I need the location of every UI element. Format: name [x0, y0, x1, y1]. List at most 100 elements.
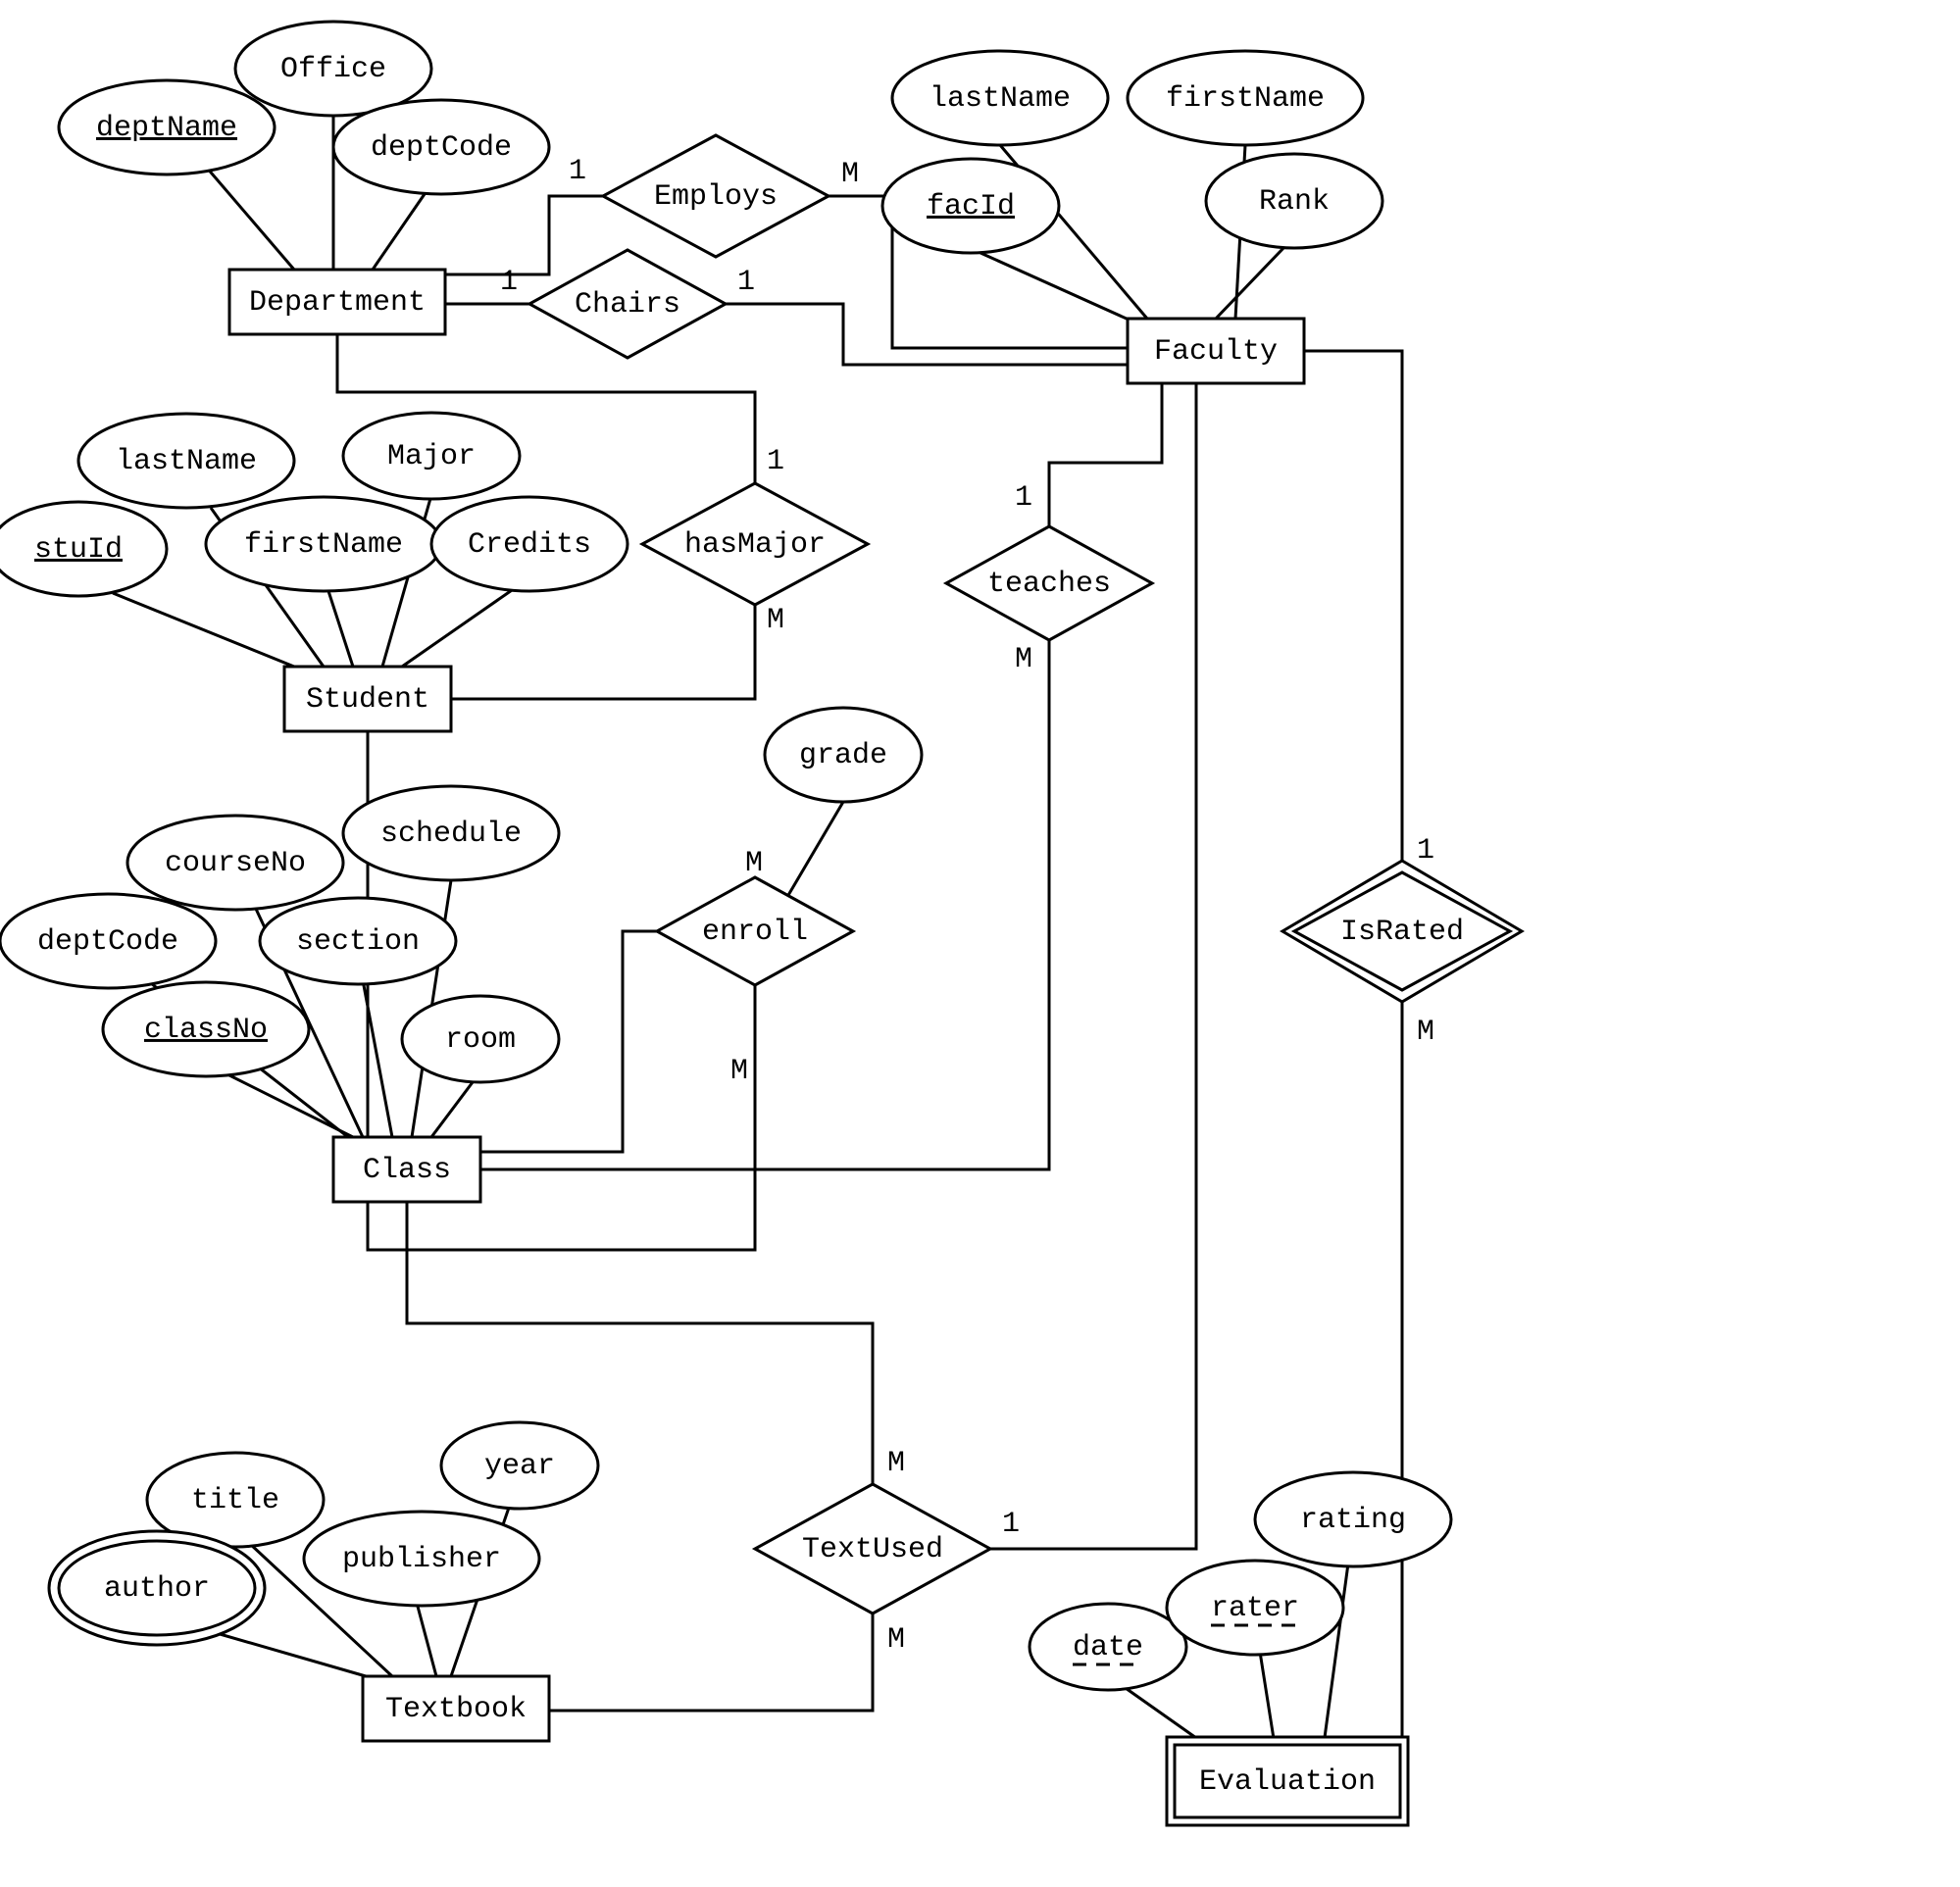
card-Department-Chairs: 1	[500, 266, 518, 299]
svg-text:Chairs: Chairs	[575, 288, 680, 322]
card-Student-enroll: M	[730, 1055, 748, 1088]
svg-text:stuId: stuId	[34, 533, 123, 567]
svg-text:Class: Class	[363, 1154, 451, 1187]
attr-Student-Major: Major	[343, 413, 520, 499]
edge-hasMajor-Student	[451, 605, 755, 699]
svg-text:IsRated: IsRated	[1340, 916, 1464, 949]
attr-Class-room: room	[402, 996, 559, 1082]
attr-Faculty-facId: facId	[882, 159, 1059, 253]
svg-text:schedule: schedule	[380, 818, 522, 851]
svg-text:rating: rating	[1300, 1504, 1406, 1537]
relationships: Employs Chairs hasMajor teaches enroll TextUs…	[529, 135, 1522, 1614]
entity-Department: Department	[229, 270, 445, 334]
svg-text:TextUsed: TextUsed	[802, 1533, 943, 1566]
svg-text:section: section	[296, 925, 420, 959]
svg-text:enroll: enroll	[702, 916, 808, 949]
attr-Faculty-firstName: firstName	[1128, 51, 1363, 145]
edge-IsRated-Evaluation	[1400, 990, 1402, 1776]
card-Employs-Faculty: M	[841, 158, 859, 191]
card-IsRated-Evaluation: M	[1417, 1016, 1434, 1049]
attr-Department-Office: Office	[235, 22, 431, 116]
svg-text:Employs: Employs	[654, 180, 778, 214]
svg-text:deptCode: deptCode	[371, 131, 512, 165]
card-teaches-Class: M	[1015, 643, 1032, 676]
svg-text:Textbook: Textbook	[385, 1693, 527, 1726]
svg-text:author: author	[104, 1572, 210, 1606]
attr-Student-firstName: firstName	[206, 497, 441, 591]
card-Faculty-IsRated: 1	[1417, 834, 1434, 868]
attr-Class-courseNo: courseNo	[127, 816, 343, 910]
attr-Evaluation-date: date	[1030, 1604, 1186, 1690]
edge-TextUsed-Textbook	[549, 1614, 873, 1711]
attr-Textbook-year: year	[441, 1422, 598, 1509]
svg-text:courseNo: courseNo	[165, 847, 306, 880]
attr-Student-lastName: lastName	[78, 414, 294, 508]
svg-text:Faculty: Faculty	[1154, 335, 1278, 369]
svg-text:date: date	[1073, 1631, 1143, 1664]
entity-Student: Student	[284, 667, 451, 731]
svg-text:rater: rater	[1211, 1592, 1299, 1625]
relationship-TextUsed: TextUsed	[755, 1484, 990, 1614]
svg-text:lastName: lastName	[930, 82, 1071, 116]
attr-Class-deptCode: deptCode	[0, 894, 216, 988]
card-Department-Employs: 1	[569, 155, 586, 188]
attr-Class-classNo: classNo	[103, 982, 309, 1076]
svg-text:hasMajor: hasMajor	[684, 528, 826, 562]
attr-Textbook-publisher: publisher	[304, 1512, 539, 1606]
svg-text:deptCode: deptCode	[37, 925, 178, 959]
relationship-Chairs: Chairs	[529, 250, 726, 358]
svg-text:title: title	[191, 1484, 279, 1517]
svg-text:Department: Department	[249, 286, 426, 320]
svg-text:Student: Student	[306, 683, 429, 717]
attr-Department-deptCode: deptCode	[333, 100, 549, 194]
svg-text:deptName: deptName	[96, 112, 237, 145]
svg-text:firstName: firstName	[244, 528, 403, 562]
svg-text:Rank: Rank	[1259, 185, 1330, 219]
svg-text:Major: Major	[387, 440, 476, 473]
attr-enroll-grade: grade	[765, 708, 922, 802]
edge-Department-Employs	[445, 196, 603, 274]
attr-Textbook-author: author	[49, 1531, 265, 1645]
svg-text:facId: facId	[927, 190, 1015, 223]
edge-Faculty-IsRated	[1304, 351, 1402, 872]
entity-Class: Class	[333, 1137, 480, 1202]
card-Faculty-teaches: 1	[1015, 481, 1032, 515]
card-hasMajor-Student: M	[767, 604, 784, 637]
attr-Student-stuId: stuId	[0, 502, 167, 596]
relationship-enroll: enroll	[657, 877, 853, 985]
relationship-hasMajor: hasMajor	[642, 483, 868, 605]
entity-Faculty: Faculty	[1128, 319, 1304, 383]
svg-text:room: room	[445, 1023, 516, 1057]
svg-text:lastName: lastName	[116, 445, 257, 478]
relationship-Employs: Employs	[603, 135, 829, 257]
attr-Class-section: section	[260, 898, 456, 984]
svg-text:Evaluation: Evaluation	[1199, 1765, 1376, 1799]
edge-Chairs-Faculty	[726, 304, 1128, 365]
svg-text:publisher: publisher	[342, 1543, 501, 1576]
attr-Department-deptName: deptName	[59, 80, 275, 174]
svg-text:year: year	[484, 1450, 555, 1483]
er-diagram: Employs Chairs hasMajor teaches enroll TextUs…	[0, 0, 1960, 1887]
attr-Faculty-Rank: Rank	[1206, 154, 1382, 248]
attr-Evaluation-rater: rater	[1167, 1561, 1343, 1655]
svg-text:Office: Office	[280, 53, 386, 86]
relationship-IsRated: IsRated	[1282, 861, 1522, 1002]
entity-Evaluation: Evaluation	[1167, 1737, 1408, 1825]
card-Chairs-Faculty: 1	[737, 266, 755, 299]
entity-Textbook: Textbook	[363, 1676, 549, 1741]
svg-text:firstName: firstName	[1166, 82, 1325, 116]
svg-text:teaches: teaches	[987, 568, 1111, 601]
svg-text:classNo: classNo	[144, 1014, 268, 1047]
svg-text:Credits: Credits	[468, 528, 591, 562]
card-Department-hasMajor: 1	[767, 445, 784, 478]
edge-Faculty-teaches	[1049, 383, 1162, 526]
card-enroll-Class: M	[745, 847, 763, 880]
card-TextUsed-Faculty: 1	[1002, 1508, 1020, 1541]
card-TextUsed-Textbook: M	[887, 1623, 905, 1657]
attr-Student-Credits: Credits	[431, 497, 628, 591]
card-Class-TextUsed: M	[887, 1447, 905, 1480]
relationship-teaches: teaches	[946, 526, 1152, 640]
attr-Evaluation-rating: rating	[1255, 1472, 1451, 1566]
svg-text:grade: grade	[799, 739, 887, 772]
attr-Faculty-lastName: lastName	[892, 51, 1108, 145]
